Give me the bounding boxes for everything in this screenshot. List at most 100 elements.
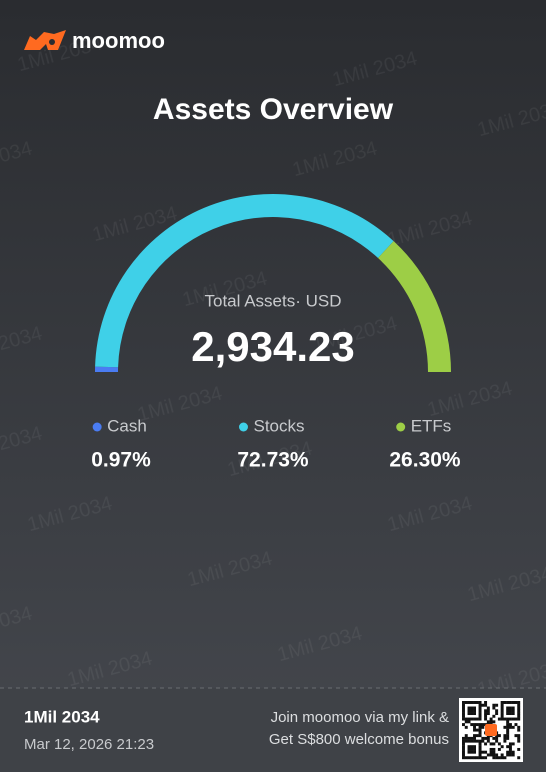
qr-module xyxy=(473,745,477,749)
qr-module xyxy=(464,734,468,738)
qr-module xyxy=(506,709,510,713)
brand: moomoo xyxy=(72,28,165,53)
gauge-segment xyxy=(378,241,451,372)
value-label: 72.73% xyxy=(237,449,309,472)
qr-module xyxy=(497,734,501,738)
qr-module xyxy=(506,753,510,757)
qr-module xyxy=(508,747,512,751)
qr-module xyxy=(464,756,468,760)
qr-module xyxy=(470,706,474,710)
qr-module xyxy=(484,756,488,760)
qr-module xyxy=(467,756,471,760)
qr-module xyxy=(464,736,468,740)
qr-module xyxy=(478,714,482,718)
qr-module xyxy=(508,725,512,729)
qr-module xyxy=(475,723,479,727)
qr-module xyxy=(481,750,485,754)
qr-module xyxy=(473,712,477,716)
qr-module xyxy=(506,701,510,704)
qr-module xyxy=(492,747,496,751)
qr-module xyxy=(478,723,482,727)
qr-module xyxy=(500,753,504,757)
qr-module xyxy=(495,756,499,760)
qr-module xyxy=(508,712,512,716)
footer-name: 1Mil 2034 xyxy=(24,707,100,726)
qr-module xyxy=(462,750,465,754)
qr-module xyxy=(508,723,512,727)
qr-module xyxy=(495,739,499,743)
qr-module xyxy=(470,739,474,743)
qr-module xyxy=(489,720,493,724)
qr-module xyxy=(473,725,477,729)
qr-module xyxy=(511,717,515,721)
qr-module xyxy=(495,753,499,757)
legend-label: Stocks xyxy=(253,416,304,435)
qr-module xyxy=(486,753,490,757)
qr-module xyxy=(492,703,496,707)
qr-module xyxy=(495,736,499,740)
qr-module xyxy=(470,701,474,704)
qr-module xyxy=(470,750,474,754)
chart-title: Assets Overview xyxy=(153,93,394,126)
qr-module xyxy=(492,756,496,760)
qr-module xyxy=(470,745,474,749)
qr-module xyxy=(508,745,512,749)
qr-module xyxy=(481,725,485,729)
qr-module xyxy=(492,706,496,710)
qr-module xyxy=(470,712,474,716)
qr-module xyxy=(517,717,521,721)
qr-module xyxy=(506,712,510,716)
qr-module xyxy=(506,720,510,724)
qr-module xyxy=(517,725,521,729)
qr-module xyxy=(473,728,477,732)
qr-module xyxy=(475,739,479,743)
qr-module xyxy=(495,709,499,713)
qr-module xyxy=(500,712,504,716)
qr-module xyxy=(478,747,482,751)
qr-module xyxy=(489,753,493,757)
value-label: 0.97% xyxy=(91,449,151,472)
qr-module xyxy=(470,756,474,760)
qr-module xyxy=(470,709,474,713)
qr-module xyxy=(486,736,490,740)
qr-module xyxy=(470,723,474,727)
qr-module xyxy=(478,734,482,738)
qr-module xyxy=(500,717,504,721)
qr-module xyxy=(478,712,482,716)
qr-module xyxy=(484,712,488,716)
qr-module xyxy=(462,756,465,760)
qr-module xyxy=(506,717,510,721)
qr-module xyxy=(462,709,465,713)
qr-module xyxy=(511,750,515,754)
qr-module xyxy=(484,742,488,746)
qr-module xyxy=(517,728,521,732)
qr-module xyxy=(478,703,482,707)
qr-module xyxy=(489,750,493,754)
qr-module xyxy=(508,701,512,704)
qr-module xyxy=(473,706,477,710)
qr-module xyxy=(492,750,496,754)
value-label: 26.30% xyxy=(389,449,461,472)
qr-module xyxy=(486,739,490,743)
qr-module xyxy=(462,742,465,746)
qr-module xyxy=(478,756,482,760)
qr-module xyxy=(478,745,482,749)
qr-module xyxy=(506,736,510,740)
qr-module xyxy=(517,747,521,751)
qr-module xyxy=(481,736,485,740)
qr-module xyxy=(467,701,471,704)
qr-module xyxy=(462,706,465,710)
qr-module xyxy=(484,714,488,718)
qr-module xyxy=(478,728,482,732)
qr-module xyxy=(514,701,518,704)
qr-module xyxy=(464,720,468,724)
legend-marker xyxy=(92,422,102,432)
qr-module xyxy=(462,723,465,727)
qr-module xyxy=(473,709,477,713)
qr-logo xyxy=(485,724,497,736)
qr-module xyxy=(475,717,479,721)
qr-module xyxy=(492,714,496,718)
qr-module xyxy=(508,706,512,710)
